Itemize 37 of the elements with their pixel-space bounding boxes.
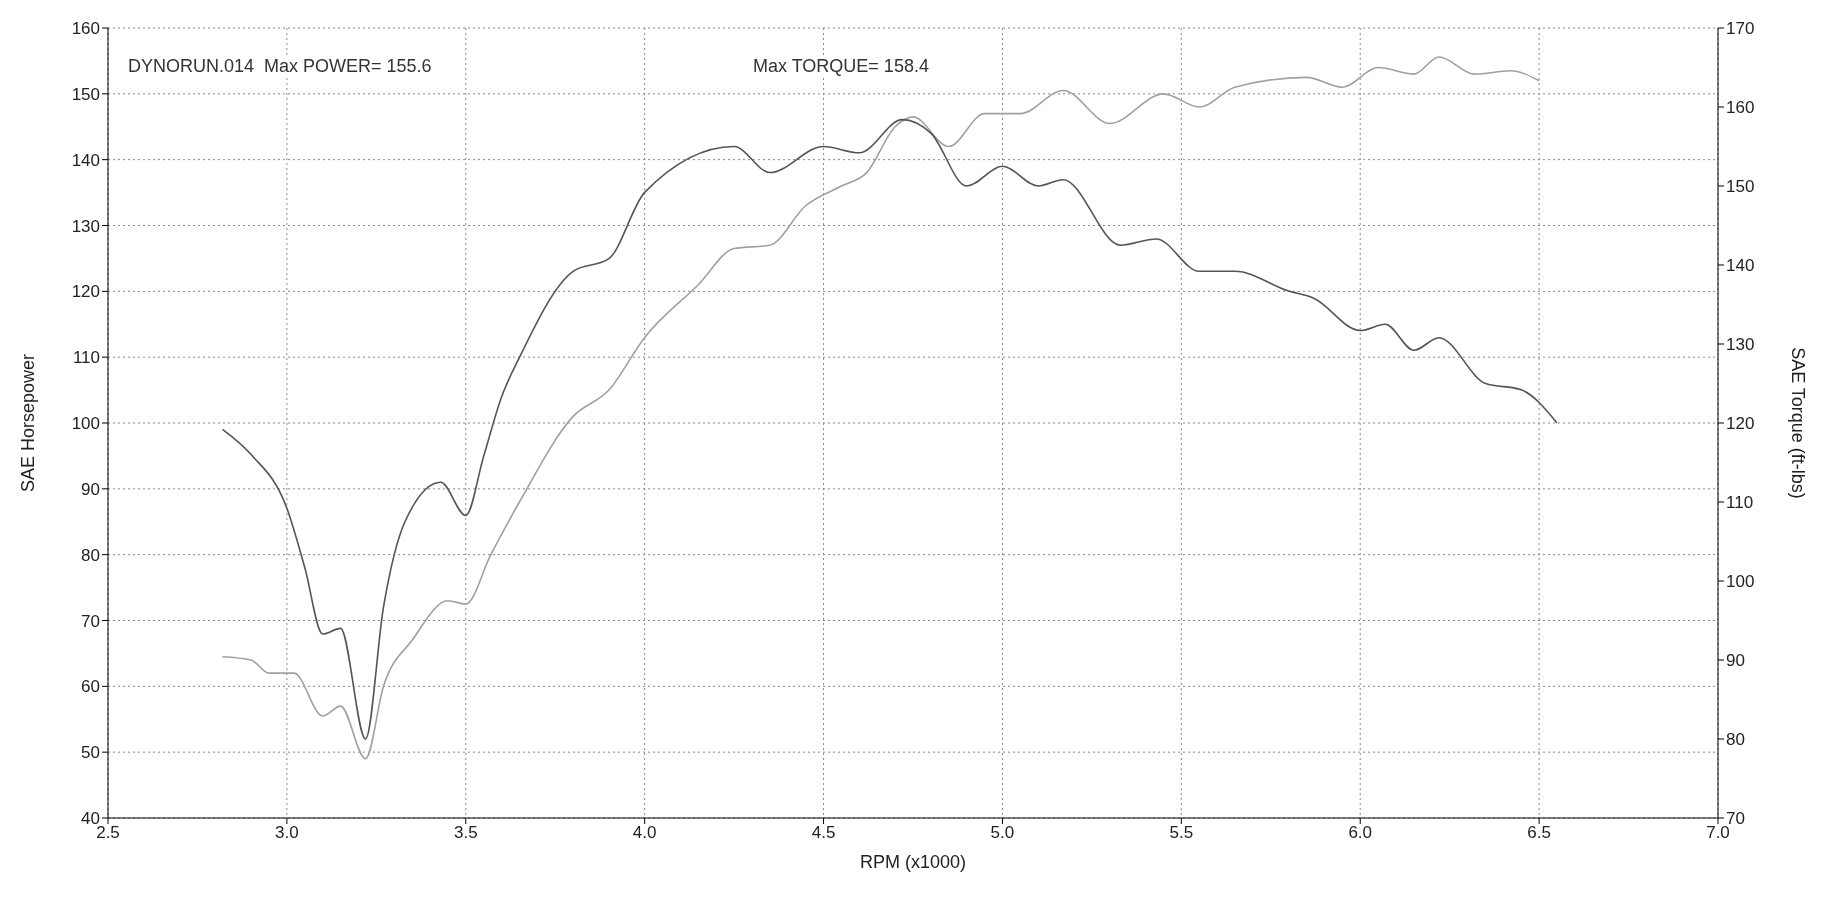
y2-tick-label: 160 — [1726, 98, 1755, 118]
y2-tick-label: 80 — [1726, 730, 1745, 750]
x-tick-label: 3.5 — [453, 823, 478, 843]
x-tick-label: 5.0 — [990, 823, 1015, 843]
x-axis-title: RPM (x1000) — [859, 852, 967, 872]
x-tick-label: 6.5 — [1527, 823, 1551, 843]
x-tick-label: 6.0 — [1348, 823, 1373, 843]
y2-tick-label: 100 — [1726, 572, 1755, 592]
y-tick-label: 150 — [71, 84, 100, 104]
y2-tick-label: 120 — [1726, 414, 1755, 434]
x-tick-label: 4.0 — [632, 823, 657, 843]
y-tick-label: 140 — [71, 150, 100, 170]
x-tick-label: 7.0 — [1706, 823, 1730, 843]
y2-tick-label: 140 — [1726, 256, 1755, 276]
y-tick-label: 100 — [71, 414, 100, 434]
y-tick-label: 90 — [81, 479, 100, 499]
x-tick-label: 2.5 — [96, 823, 120, 843]
y2-axis-title: SAE Torque (ft-lbs) — [1787, 347, 1808, 499]
y-tick-label: 70 — [81, 611, 100, 631]
x-tick-label: 5.5 — [1169, 823, 1194, 843]
y2-tick-label: 110 — [1726, 493, 1754, 513]
y-tick-label: 110 — [72, 348, 100, 368]
y-tick-label: 160 — [71, 19, 100, 39]
y-tick-label: 50 — [81, 743, 100, 763]
y2-tick-label: 90 — [1726, 651, 1745, 671]
y2-tick-label: 150 — [1726, 177, 1755, 197]
y2-tick-label: 170 — [1726, 19, 1755, 39]
annotation: DYNORUN.014 Max POWER= 155.6 — [128, 56, 432, 77]
y-tick-label: 60 — [81, 677, 100, 697]
y-axis-title: SAE Horsepower — [18, 353, 39, 493]
y-tick-label: 130 — [71, 216, 100, 236]
x-tick-label: 4.5 — [811, 823, 836, 843]
x-tick-label: 3.0 — [275, 823, 299, 843]
y2-tick-label: 130 — [1726, 335, 1755, 355]
y-tick-label: 80 — [81, 545, 100, 565]
y-tick-label: 120 — [71, 282, 100, 302]
annotation: Max TORQUE= 158.4 — [753, 56, 929, 77]
